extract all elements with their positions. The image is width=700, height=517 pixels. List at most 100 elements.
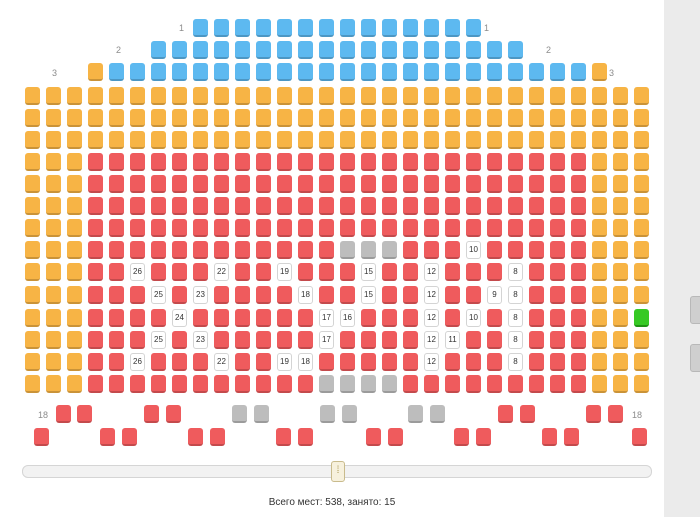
seat-red[interactable]: [298, 309, 313, 327]
side-scroll-button-top[interactable]: [690, 296, 700, 324]
seat-red[interactable]: [403, 353, 418, 371]
seat-red[interactable]: [151, 175, 166, 193]
seat-red[interactable]: [88, 241, 103, 259]
seat-red[interactable]: [361, 219, 376, 237]
seat-red[interactable]: [319, 241, 334, 259]
seat-red[interactable]: [487, 309, 502, 327]
seat-red[interactable]: [529, 309, 544, 327]
seat-red[interactable]: [109, 219, 124, 237]
seat-red[interactable]: [466, 375, 481, 393]
seat-red[interactable]: [172, 241, 187, 259]
seat-red[interactable]: [298, 175, 313, 193]
seat-red[interactable]: [571, 241, 586, 259]
seat-red[interactable]: [277, 331, 292, 349]
seat-red[interactable]: [571, 353, 586, 371]
seat-red[interactable]: [109, 241, 124, 259]
seat-red[interactable]: [256, 175, 271, 193]
seat-red[interactable]: [256, 353, 271, 371]
seat-red[interactable]: [571, 331, 586, 349]
seat-red[interactable]: [529, 375, 544, 393]
seat-red[interactable]: [277, 219, 292, 237]
seat-red[interactable]: [100, 428, 115, 446]
seat-red[interactable]: [214, 309, 229, 327]
seat-red[interactable]: [571, 375, 586, 393]
seat-red[interactable]: [361, 309, 376, 327]
seat-red[interactable]: [277, 309, 292, 327]
seat-red[interactable]: [382, 263, 397, 281]
seat-red[interactable]: [586, 405, 601, 423]
seat-red[interactable]: [256, 331, 271, 349]
seat-red[interactable]: [529, 263, 544, 281]
seat-red[interactable]: [466, 197, 481, 215]
seat-red[interactable]: [445, 309, 460, 327]
seat-red[interactable]: [88, 309, 103, 327]
seat-red[interactable]: [88, 331, 103, 349]
seat-red[interactable]: [550, 197, 565, 215]
seat-red[interactable]: [235, 153, 250, 171]
seat-red[interactable]: [550, 219, 565, 237]
seat-red[interactable]: [172, 375, 187, 393]
seat-red[interactable]: [109, 197, 124, 215]
seat-red[interactable]: [403, 286, 418, 304]
seat-red[interactable]: [550, 375, 565, 393]
seat-red[interactable]: [193, 353, 208, 371]
seat-red[interactable]: [487, 263, 502, 281]
seat-red[interactable]: [487, 241, 502, 259]
seat-red[interactable]: [151, 197, 166, 215]
seat-red[interactable]: [130, 309, 145, 327]
seat-red[interactable]: [466, 219, 481, 237]
seat-red[interactable]: [382, 309, 397, 327]
seat-red[interactable]: [508, 375, 523, 393]
seat-red[interactable]: [571, 286, 586, 304]
seat-red[interactable]: [424, 219, 439, 237]
seat-red[interactable]: [88, 375, 103, 393]
seat-red[interactable]: [445, 153, 460, 171]
seat-red[interactable]: [298, 375, 313, 393]
seat-red[interactable]: [424, 153, 439, 171]
seat-red[interactable]: [277, 286, 292, 304]
seat-red[interactable]: [193, 241, 208, 259]
seat-red[interactable]: [403, 331, 418, 349]
seat-red[interactable]: [298, 219, 313, 237]
seat-red[interactable]: [214, 286, 229, 304]
seat-red[interactable]: [172, 286, 187, 304]
seat-red[interactable]: [550, 331, 565, 349]
seat-red[interactable]: [340, 331, 355, 349]
seat-red[interactable]: [256, 286, 271, 304]
seat-red[interactable]: [109, 263, 124, 281]
seat-red[interactable]: [214, 175, 229, 193]
seat-red[interactable]: [508, 175, 523, 193]
seat-red[interactable]: [256, 153, 271, 171]
seat-red[interactable]: [487, 331, 502, 349]
seat-red[interactable]: [193, 197, 208, 215]
seat-red[interactable]: [172, 219, 187, 237]
seat-red[interactable]: [319, 263, 334, 281]
seat-red[interactable]: [151, 153, 166, 171]
seat-red[interactable]: [571, 219, 586, 237]
seat-red[interactable]: [88, 219, 103, 237]
seat-red[interactable]: [445, 353, 460, 371]
seat-red[interactable]: [340, 286, 355, 304]
seat-red[interactable]: [88, 263, 103, 281]
seat-red[interactable]: [466, 286, 481, 304]
seat-red[interactable]: [319, 175, 334, 193]
seat-red[interactable]: [529, 175, 544, 193]
seat-red[interactable]: [388, 428, 403, 446]
seat-red[interactable]: [403, 375, 418, 393]
seat-red[interactable]: [193, 375, 208, 393]
seat-red[interactable]: [382, 353, 397, 371]
seat-red[interactable]: [529, 331, 544, 349]
seat-red[interactable]: [508, 241, 523, 259]
seat-red[interactable]: [130, 241, 145, 259]
seat-red[interactable]: [109, 286, 124, 304]
seat-red[interactable]: [382, 197, 397, 215]
seat-red[interactable]: [361, 153, 376, 171]
seat-red[interactable]: [151, 353, 166, 371]
seat-red[interactable]: [487, 175, 502, 193]
seat-red[interactable]: [403, 219, 418, 237]
seat-red[interactable]: [109, 375, 124, 393]
seat-red[interactable]: [382, 286, 397, 304]
seat-red[interactable]: [529, 153, 544, 171]
seat-red[interactable]: [571, 175, 586, 193]
seat-red[interactable]: [172, 175, 187, 193]
